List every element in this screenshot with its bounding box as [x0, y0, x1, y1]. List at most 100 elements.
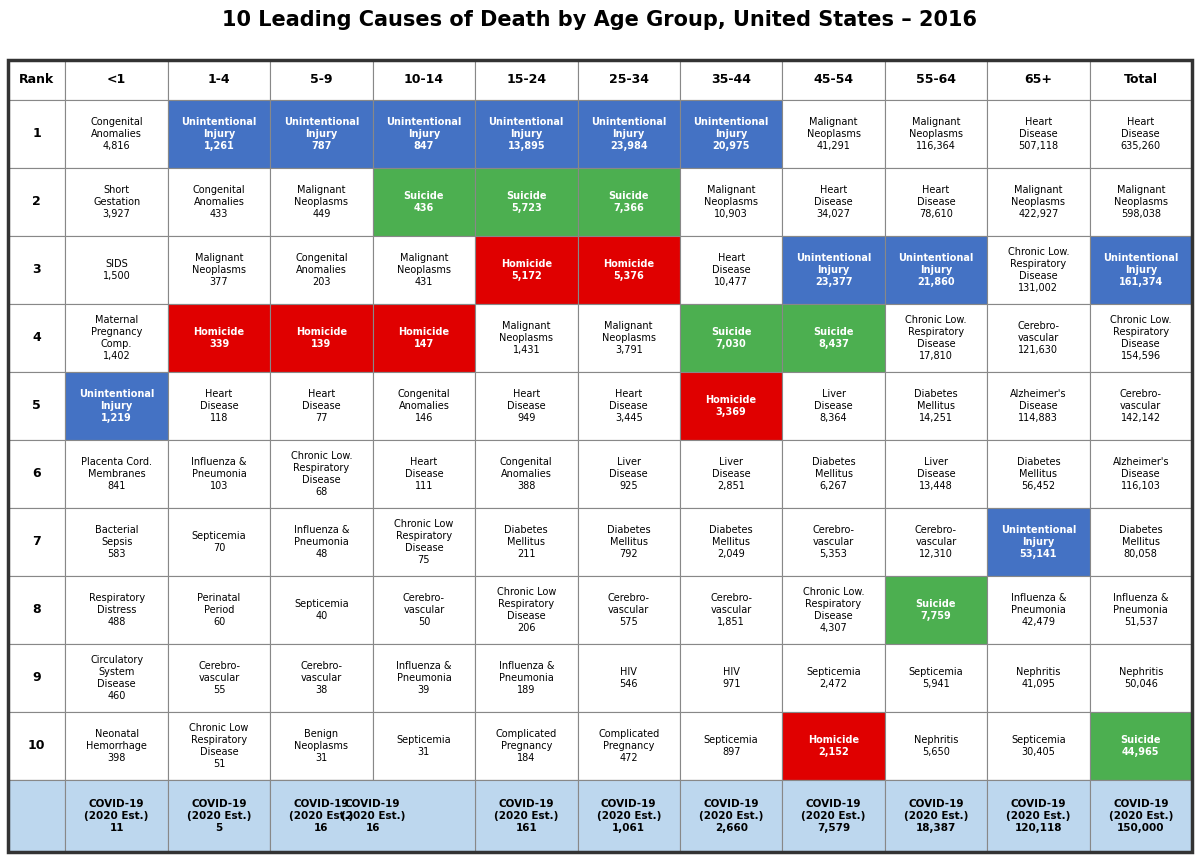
Bar [1090, 576, 1192, 644]
Text: Cerebro-
vascular
5,353: Cerebro- vascular 5,353 [812, 525, 854, 559]
Bar [475, 780, 577, 852]
Bar [884, 168, 988, 236]
Bar [680, 372, 782, 440]
Bar [8, 508, 66, 576]
Text: Septicemia
40: Septicemia 40 [294, 599, 349, 621]
Bar [577, 168, 680, 236]
Bar [884, 100, 988, 168]
Bar [66, 712, 168, 780]
Text: Diabetes
Mellitus
80,058: Diabetes Mellitus 80,058 [1118, 525, 1163, 559]
Text: Septicemia
30,405: Septicemia 30,405 [1012, 735, 1066, 757]
Text: Suicide
8,437: Suicide 8,437 [814, 327, 854, 349]
Bar [270, 780, 475, 852]
Text: Cerebro-
vascular
55: Cerebro- vascular 55 [198, 661, 240, 695]
Text: Rank: Rank [19, 74, 54, 86]
Bar [8, 60, 66, 100]
Bar [988, 60, 1090, 100]
Bar [66, 644, 168, 712]
Text: Chronic Low.
Respiratory
Disease
131,002: Chronic Low. Respiratory Disease 131,002 [1008, 247, 1069, 293]
Text: Septicemia
897: Septicemia 897 [704, 735, 758, 757]
Bar [270, 780, 373, 852]
Bar [680, 780, 782, 852]
Bar [373, 644, 475, 712]
Text: Unintentional
Injury
787: Unintentional Injury 787 [283, 117, 359, 151]
Text: 45-54: 45-54 [814, 74, 853, 86]
Bar [680, 60, 782, 100]
Text: Unintentional
Injury
23,377: Unintentional Injury 23,377 [796, 253, 871, 287]
Text: Heart
Disease
949: Heart Disease 949 [506, 389, 546, 423]
Text: Malignant
Neoplasms
3,791: Malignant Neoplasms 3,791 [601, 321, 655, 355]
Bar [988, 508, 1090, 576]
Bar [680, 508, 782, 576]
Bar [270, 372, 373, 440]
Text: Malignant
Neoplasms
598,038: Malignant Neoplasms 598,038 [1114, 185, 1168, 219]
Bar [66, 576, 168, 644]
Text: Unintentional
Injury
13,895: Unintentional Injury 13,895 [488, 117, 564, 151]
Text: Liver
Disease
13,448: Liver Disease 13,448 [917, 457, 955, 491]
Text: Unintentional
Injury
161,374: Unintentional Injury 161,374 [1103, 253, 1178, 287]
Bar [577, 780, 680, 852]
Bar [475, 712, 577, 780]
Text: Septicemia
31: Septicemia 31 [396, 735, 451, 757]
Text: Influenza &
Pneumonia
51,537: Influenza & Pneumonia 51,537 [1114, 593, 1169, 627]
Bar [680, 168, 782, 236]
Bar [782, 440, 884, 508]
Text: 5: 5 [32, 400, 41, 413]
Text: Congenital
Anomalies
433: Congenital Anomalies 433 [193, 185, 245, 219]
Bar [988, 100, 1090, 168]
Text: Unintentional
Injury
1,261: Unintentional Injury 1,261 [181, 117, 257, 151]
Bar [680, 440, 782, 508]
Bar [8, 440, 66, 508]
Bar [475, 100, 577, 168]
Bar [66, 780, 168, 852]
Text: COVID-19
(2020 Est.)
16: COVID-19 (2020 Est.) 16 [341, 799, 404, 833]
Text: Unintentional
Injury
1,219: Unintentional Injury 1,219 [79, 389, 155, 423]
Text: Cerebro-
vascular
575: Cerebro- vascular 575 [607, 593, 649, 627]
Bar [270, 236, 373, 304]
Text: Septicemia
2,472: Septicemia 2,472 [806, 667, 860, 689]
Text: Diabetes
Mellitus
56,452: Diabetes Mellitus 56,452 [1016, 457, 1060, 491]
Bar [782, 100, 884, 168]
Text: Homicide
139: Homicide 139 [296, 327, 347, 349]
Bar [168, 372, 270, 440]
Bar [782, 712, 884, 780]
Bar [577, 60, 680, 100]
Text: COVID-19
(2020 Est.)
120,118: COVID-19 (2020 Est.) 120,118 [1006, 799, 1070, 833]
Bar [988, 576, 1090, 644]
Text: 6: 6 [32, 467, 41, 480]
Bar [8, 168, 66, 236]
Bar [475, 508, 577, 576]
Bar [168, 576, 270, 644]
Bar [884, 372, 988, 440]
Text: 35-44: 35-44 [712, 74, 751, 86]
Text: COVID-19
(2020 Est.)
5: COVID-19 (2020 Est.) 5 [187, 799, 251, 833]
Bar [577, 304, 680, 372]
Text: 2: 2 [32, 195, 41, 209]
Bar [1090, 780, 1192, 852]
Text: Malignant
Neoplasms
422,927: Malignant Neoplasms 422,927 [1012, 185, 1066, 219]
Text: 5-9: 5-9 [311, 74, 332, 86]
Text: Liver
Disease
2,851: Liver Disease 2,851 [712, 457, 750, 491]
Bar [168, 100, 270, 168]
Text: Suicide
436: Suicide 436 [403, 191, 444, 213]
Text: Chronic Low.
Respiratory
Disease
17,810: Chronic Low. Respiratory Disease 17,810 [905, 315, 967, 361]
Text: HIV
546: HIV 546 [619, 667, 638, 689]
Text: Congenital
Anomalies
4,816: Congenital Anomalies 4,816 [90, 117, 143, 151]
Bar [168, 60, 270, 100]
Text: Septicemia
70: Septicemia 70 [192, 531, 246, 553]
Text: Influenza &
Pneumonia
103: Influenza & Pneumonia 103 [191, 457, 247, 491]
Bar [66, 236, 168, 304]
Text: Total: Total [1123, 74, 1158, 86]
Bar [884, 440, 988, 508]
Bar [782, 304, 884, 372]
Text: Suicide
7,030: Suicide 7,030 [710, 327, 751, 349]
Text: COVID-19
(2020 Est.)
2,660: COVID-19 (2020 Est.) 2,660 [698, 799, 763, 833]
Bar [988, 372, 1090, 440]
Bar [680, 576, 782, 644]
Text: Placenta Cord.
Membranes
841: Placenta Cord. Membranes 841 [82, 457, 152, 491]
Text: 7: 7 [32, 536, 41, 549]
Bar [1090, 168, 1192, 236]
Bar [884, 576, 988, 644]
Text: Homicide
3,369: Homicide 3,369 [706, 395, 757, 417]
Text: <1: <1 [107, 74, 126, 86]
